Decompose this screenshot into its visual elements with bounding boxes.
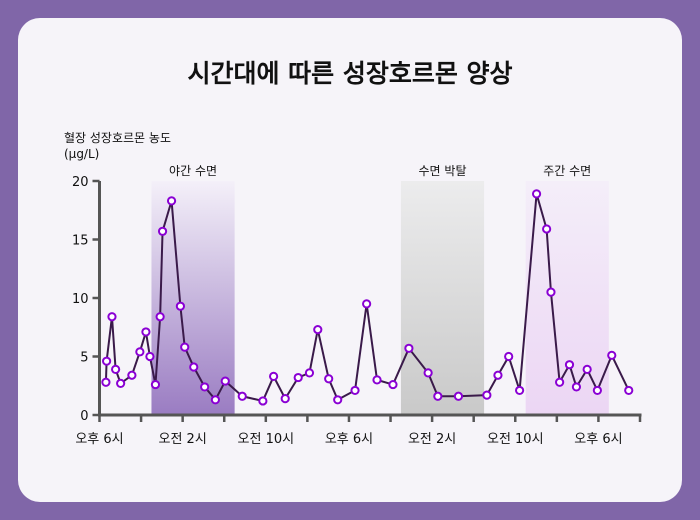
- data-point: [141, 327, 151, 337]
- data-point: [145, 351, 155, 362]
- y-axis-label-line: 혈장 성장호르몬 농도: [64, 131, 171, 145]
- region-label: 주간 수면: [543, 164, 591, 178]
- data-point: [150, 379, 161, 390]
- data-point: [482, 390, 492, 400]
- x-tick-label: 오전 10시: [487, 432, 544, 447]
- data-point: [157, 226, 168, 236]
- data-point: [372, 375, 382, 385]
- data-point: [189, 362, 199, 372]
- region-label: 수면 박탈: [419, 164, 467, 178]
- shaded-region: [525, 181, 609, 415]
- data-point: [555, 377, 565, 387]
- data-point: [531, 189, 542, 199]
- data-point: [564, 360, 575, 370]
- data-point: [542, 224, 552, 234]
- data-point: [258, 396, 268, 406]
- data-point: [324, 374, 334, 384]
- data-point: [592, 385, 602, 396]
- y-tick-label: 10: [72, 292, 89, 307]
- data-point: [433, 391, 443, 401]
- data-point: [269, 371, 279, 381]
- data-point: [155, 312, 165, 322]
- data-point: [493, 370, 503, 380]
- y-tick-label: 0: [80, 409, 88, 424]
- data-point: [607, 350, 617, 360]
- data-point: [624, 385, 634, 396]
- data-point: [404, 343, 414, 353]
- x-tick-label: 오전 2시: [159, 432, 207, 447]
- data-point: [504, 351, 514, 362]
- data-point: [237, 391, 247, 401]
- y-tick-label: 5: [80, 351, 88, 366]
- data-point: [350, 385, 360, 396]
- data-point: [333, 395, 343, 405]
- data-point: [280, 394, 290, 404]
- data-point: [180, 342, 190, 352]
- data-point: [135, 347, 145, 357]
- y-tick-label: 15: [72, 234, 89, 249]
- data-point: [453, 391, 464, 401]
- data-point: [116, 378, 126, 389]
- y-tick-label: 20: [72, 175, 89, 190]
- data-point: [220, 376, 230, 386]
- chart-title: 시간대에 따른 성장호르몬 양상: [187, 59, 513, 88]
- region-label: 야간 수면: [169, 164, 217, 178]
- data-point: [111, 364, 121, 374]
- data-point: [313, 324, 323, 335]
- data-point: [101, 377, 111, 387]
- y-axis-label: 혈장 성장호르몬 농도 (μg/L): [64, 130, 171, 162]
- data-point: [210, 395, 220, 405]
- data-point: [102, 356, 112, 366]
- data-point: [582, 364, 592, 374]
- x-tick-label: 오후 6시: [325, 432, 373, 447]
- x-tick-label: 오전 10시: [238, 432, 295, 447]
- data-point: [107, 312, 117, 322]
- data-point: [388, 379, 398, 390]
- data-point: [200, 382, 210, 392]
- x-tick-label: 오후 6시: [75, 432, 123, 447]
- data-point: [515, 385, 525, 396]
- data-point: [175, 301, 186, 311]
- data-point: [571, 382, 582, 392]
- data-point: [362, 299, 372, 309]
- x-tick-label: 오전 2시: [408, 432, 456, 447]
- data-point: [293, 372, 303, 383]
- x-tick-label: 오후 6시: [574, 432, 622, 447]
- y-axis-label-unit: (μg/L): [64, 147, 100, 161]
- data-point: [127, 370, 137, 380]
- series-line: [104, 192, 630, 402]
- data-point: [166, 196, 177, 206]
- data-point: [546, 287, 556, 297]
- shaded-region: [400, 181, 485, 415]
- data-point: [423, 368, 433, 378]
- data-point: [304, 368, 315, 378]
